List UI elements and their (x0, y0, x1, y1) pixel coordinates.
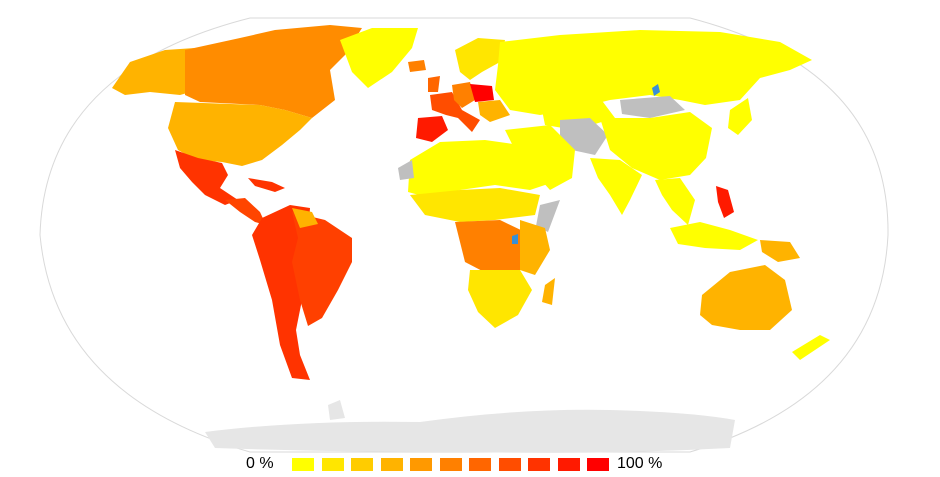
lake-baikal (652, 84, 660, 96)
region-australia (700, 265, 792, 330)
region-philippines (716, 186, 734, 218)
region-mexico (175, 150, 238, 205)
legend-swatch (439, 458, 462, 471)
world-map (39, 17, 889, 453)
region-kazakhstan (540, 98, 615, 130)
region-brazil (292, 212, 352, 326)
region-japan (728, 98, 752, 135)
region-indonesia (670, 222, 758, 250)
region-north-africa (408, 140, 560, 198)
region-alaska (112, 48, 198, 95)
region-balkans (478, 100, 510, 122)
region-uk (428, 76, 440, 92)
region-greenland (340, 28, 418, 88)
legend-swatch (587, 458, 609, 471)
region-scandinavia (455, 38, 505, 80)
region-russia (495, 30, 812, 115)
region-sahel (410, 188, 540, 222)
legend: 0 % 100 % (0, 452, 940, 476)
legend-swatch (469, 458, 491, 471)
map-canvas (39, 17, 889, 453)
region-southeast-asia (655, 178, 695, 225)
legend-swatch (498, 458, 521, 471)
legend-swatch (351, 458, 373, 471)
region-france-italy (430, 92, 480, 132)
region-madagascar (542, 278, 555, 305)
region-china (600, 112, 712, 180)
region-central-asia-gray (560, 118, 608, 155)
region-central-africa (455, 220, 525, 275)
region-iberia (416, 116, 448, 142)
legend-swatch (380, 458, 403, 471)
region-western-sahara (398, 160, 414, 180)
region-poland (470, 84, 494, 102)
legend-swatch (292, 458, 314, 471)
region-central-america (225, 198, 266, 225)
region-guianas (292, 208, 318, 228)
region-somalia (536, 200, 560, 232)
legend-swatch (410, 458, 432, 471)
lake-victoria (512, 234, 518, 244)
region-antarctica (205, 400, 735, 453)
region-southern-africa (468, 270, 532, 328)
legend-max-label: 100 % (617, 455, 663, 472)
region-caribbean (248, 178, 285, 192)
region-iceland (408, 60, 426, 72)
region-east-africa (520, 220, 550, 275)
region-new-zealand (792, 335, 830, 360)
region-india (590, 158, 642, 215)
region-central-europe (452, 82, 475, 108)
legend-swatch (528, 458, 550, 471)
legend-min-label: 0 % (246, 455, 274, 472)
region-canada (185, 25, 362, 118)
legend-swatch (557, 458, 580, 471)
region-mongolia (620, 96, 685, 118)
region-papua (760, 240, 800, 262)
region-usa (168, 102, 312, 166)
legend-swatch (321, 458, 344, 471)
